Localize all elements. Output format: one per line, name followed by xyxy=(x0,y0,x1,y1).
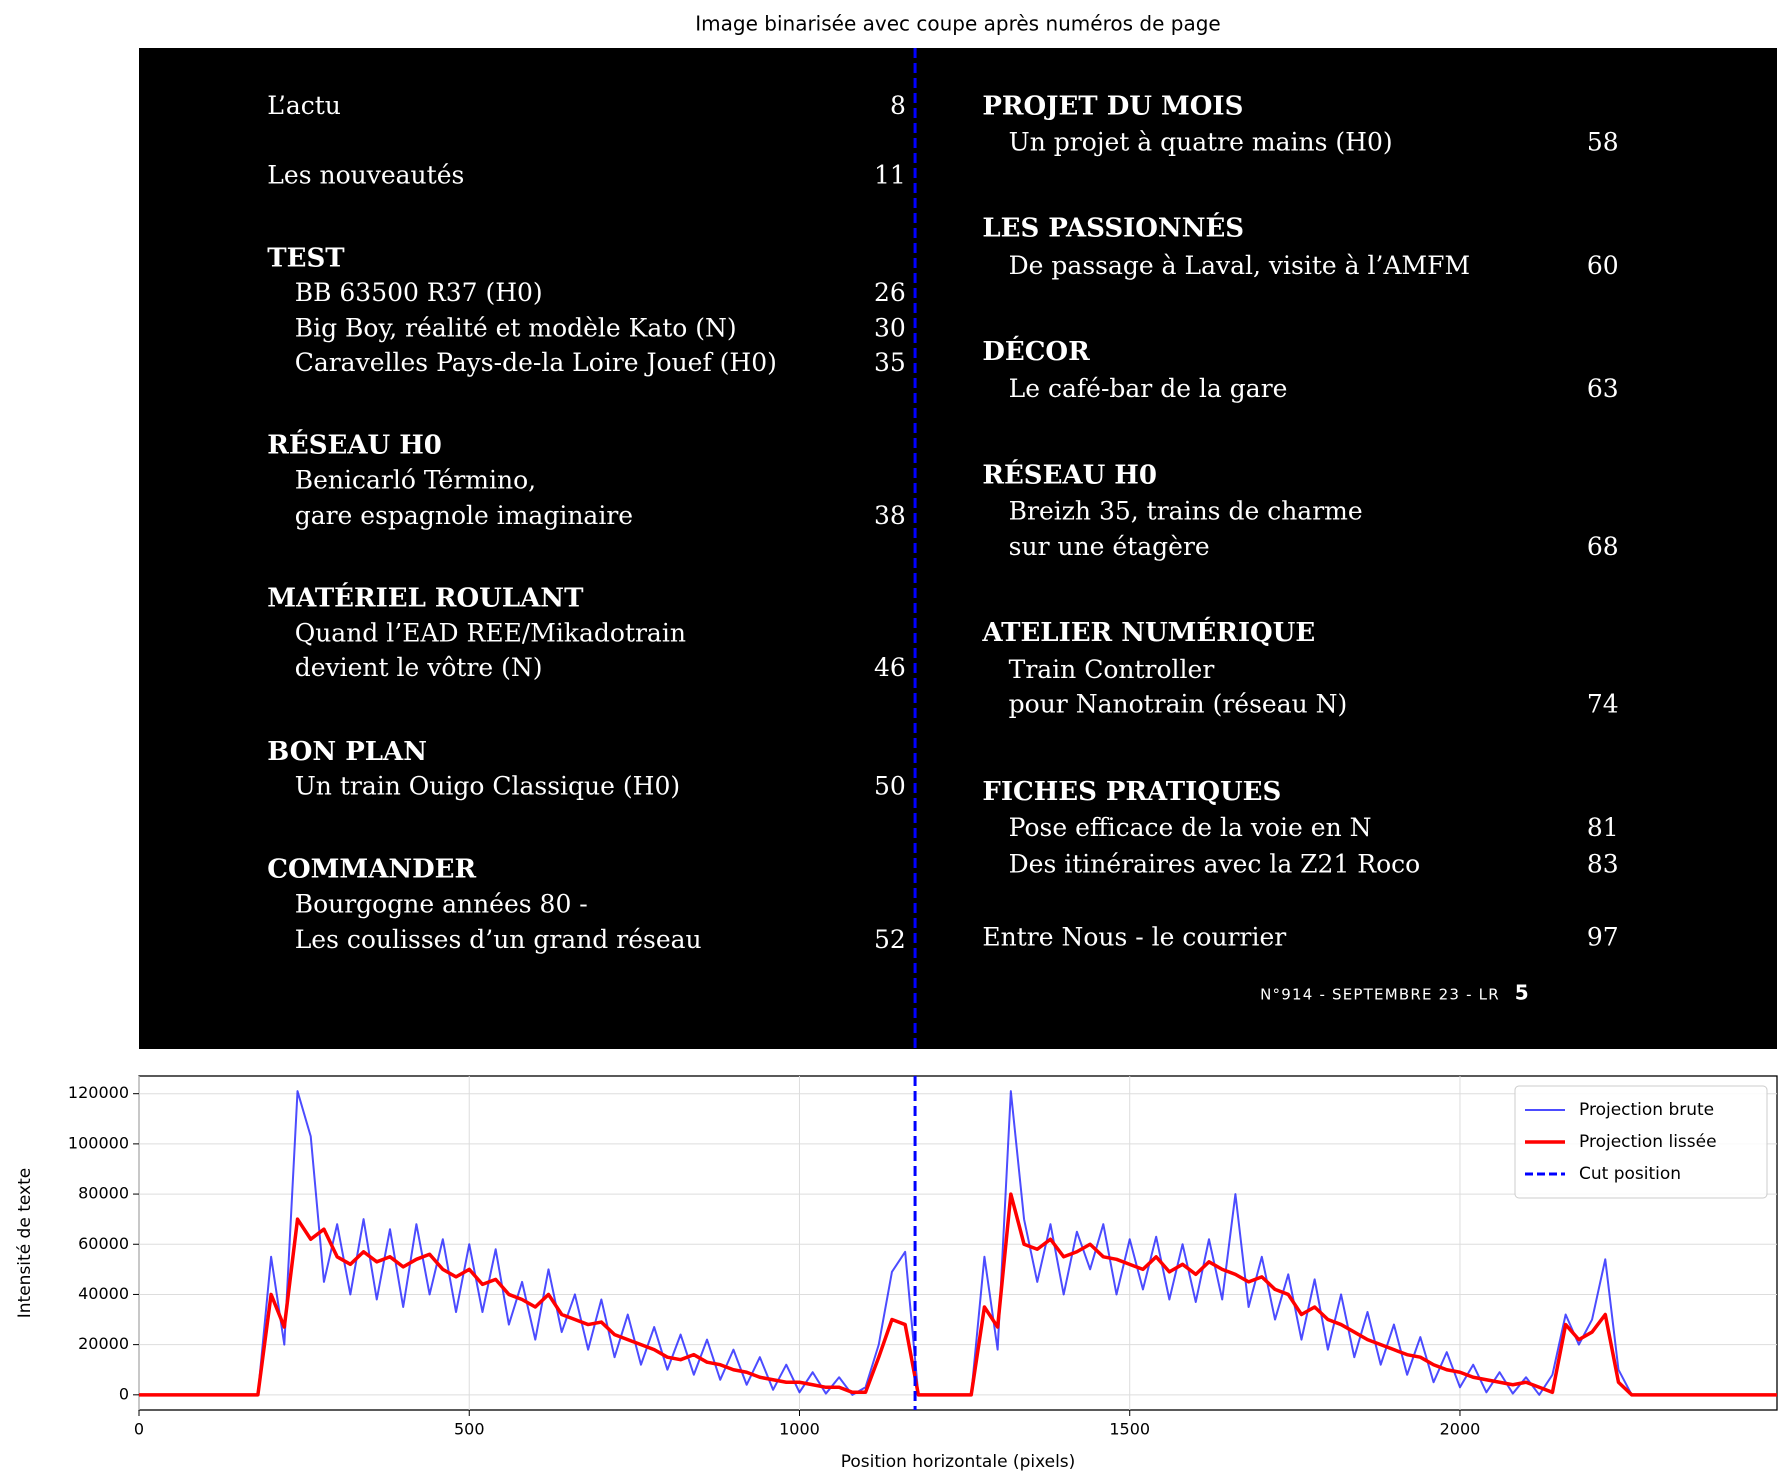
section-heading: LES PASSIONNÉS xyxy=(982,212,1244,244)
footer-page: 5 xyxy=(1515,980,1529,1004)
toc-entry: Caravelles Pays-de-la Loire Jouef (H0) xyxy=(295,348,777,377)
y-axis-label: Intensité de texte xyxy=(15,1168,35,1318)
y-tick-label: 0 xyxy=(119,1384,129,1403)
toc-entry: L’actu xyxy=(267,91,341,120)
binarized-image xyxy=(139,48,1777,1049)
y-tick-label: 20000 xyxy=(78,1334,129,1353)
section-heading: BON PLAN xyxy=(267,737,427,767)
x-tick-label: 2000 xyxy=(1440,1420,1481,1439)
section-heading: FICHES PRATIQUES xyxy=(982,777,1281,807)
x-tick-label: 0 xyxy=(134,1420,144,1439)
page-number: 81 xyxy=(1587,813,1619,842)
y-tick-label: 120000 xyxy=(68,1083,129,1102)
toc-entry: Un projet à quatre mains (H0) xyxy=(1009,127,1393,156)
section-heading: DÉCOR xyxy=(982,335,1090,367)
y-tick-label: 100000 xyxy=(68,1133,129,1152)
page-number: 83 xyxy=(1587,849,1619,878)
toc-entry: devient le vôtre (N) xyxy=(295,653,543,682)
page-number: 68 xyxy=(1587,532,1619,561)
toc-entry: Quand l’EAD REE/Mikadotrain xyxy=(295,619,686,648)
page-number: 74 xyxy=(1587,689,1619,718)
page-number: 50 xyxy=(874,772,906,801)
y-tick-label: 60000 xyxy=(78,1234,129,1253)
page-number: 30 xyxy=(874,314,906,343)
image-title: Image binarisée avec coupe après numéros… xyxy=(695,12,1220,36)
toc-entry: De passage à Laval, visite à l’AMFM xyxy=(1009,251,1470,280)
section-heading: PROJET DU MOIS xyxy=(982,91,1243,121)
toc-entry: Le café-bar de la gare xyxy=(1009,374,1288,403)
page-number: 97 xyxy=(1587,922,1619,951)
page-number: 26 xyxy=(874,278,906,307)
x-axis-label: Position horizontale (pixels) xyxy=(841,1452,1076,1472)
toc-entry: Bourgogne années 80 - xyxy=(295,889,588,918)
toc-entry: BB 63500 R37 (H0) xyxy=(295,278,543,307)
toc-entry: Train Controller xyxy=(1009,655,1215,684)
section-heading: RÉSEAU H0 xyxy=(982,458,1157,490)
toc-entry: Breizh 35, trains de charme xyxy=(1009,496,1363,525)
section-heading: TEST xyxy=(267,243,345,273)
page-number: 35 xyxy=(874,348,906,377)
legend-box xyxy=(1514,1085,1768,1199)
legend-label: Projection lissée xyxy=(1579,1132,1717,1152)
toc-entry: pour Nanotrain (réseau N) xyxy=(1009,689,1348,718)
page-number: 11 xyxy=(874,161,906,190)
page-number: 60 xyxy=(1587,251,1619,280)
toc-entry: Pose efficace de la voie en N xyxy=(1009,813,1372,842)
legend-label: Projection brute xyxy=(1579,1100,1714,1120)
page-number: 58 xyxy=(1587,127,1619,156)
toc-entry: Big Boy, réalité et modèle Kato (N) xyxy=(295,314,737,343)
legend-label: Cut position xyxy=(1579,1164,1681,1184)
toc-entry: Un train Ouigo Classique (H0) xyxy=(295,772,680,801)
toc-entry: sur une étagère xyxy=(1009,532,1210,561)
section-heading: MATÉRIEL ROULANT xyxy=(267,582,584,614)
y-tick-label: 80000 xyxy=(78,1184,129,1203)
toc-entry: Benicarló Término, xyxy=(295,466,536,495)
page-number: 38 xyxy=(874,501,906,530)
section-heading: RÉSEAU H0 xyxy=(267,429,442,461)
x-tick-label: 500 xyxy=(454,1420,485,1439)
section-heading: ATELIER NUMÉRIQUE xyxy=(981,616,1315,648)
series-line xyxy=(139,1192,1777,1397)
section-heading: COMMANDER xyxy=(267,854,476,884)
toc-entry: Entre Nous - le courrier xyxy=(982,922,1286,951)
x-tick-label: 1500 xyxy=(1109,1420,1150,1439)
toc-entry: gare espagnole imaginaire xyxy=(295,501,633,530)
y-tick-label: 40000 xyxy=(78,1284,129,1303)
toc-entry: Des itinéraires avec la Z21 Roco xyxy=(1009,849,1421,878)
page-number: 63 xyxy=(1587,374,1619,403)
page-number: 8 xyxy=(890,91,906,120)
page-number: 46 xyxy=(874,653,906,682)
toc-entry: Les coulisses d’un grand réseau xyxy=(295,925,702,954)
toc-entry: Les nouveautés xyxy=(267,161,464,190)
footer-issue: N°914 - SEPTEMBRE 23 - LR xyxy=(1260,985,1500,1003)
legend: Projection brute Projection lissée Cut pos… xyxy=(1514,1085,1768,1199)
x-tick-label: 1000 xyxy=(779,1420,820,1439)
page-number: 52 xyxy=(874,925,906,954)
